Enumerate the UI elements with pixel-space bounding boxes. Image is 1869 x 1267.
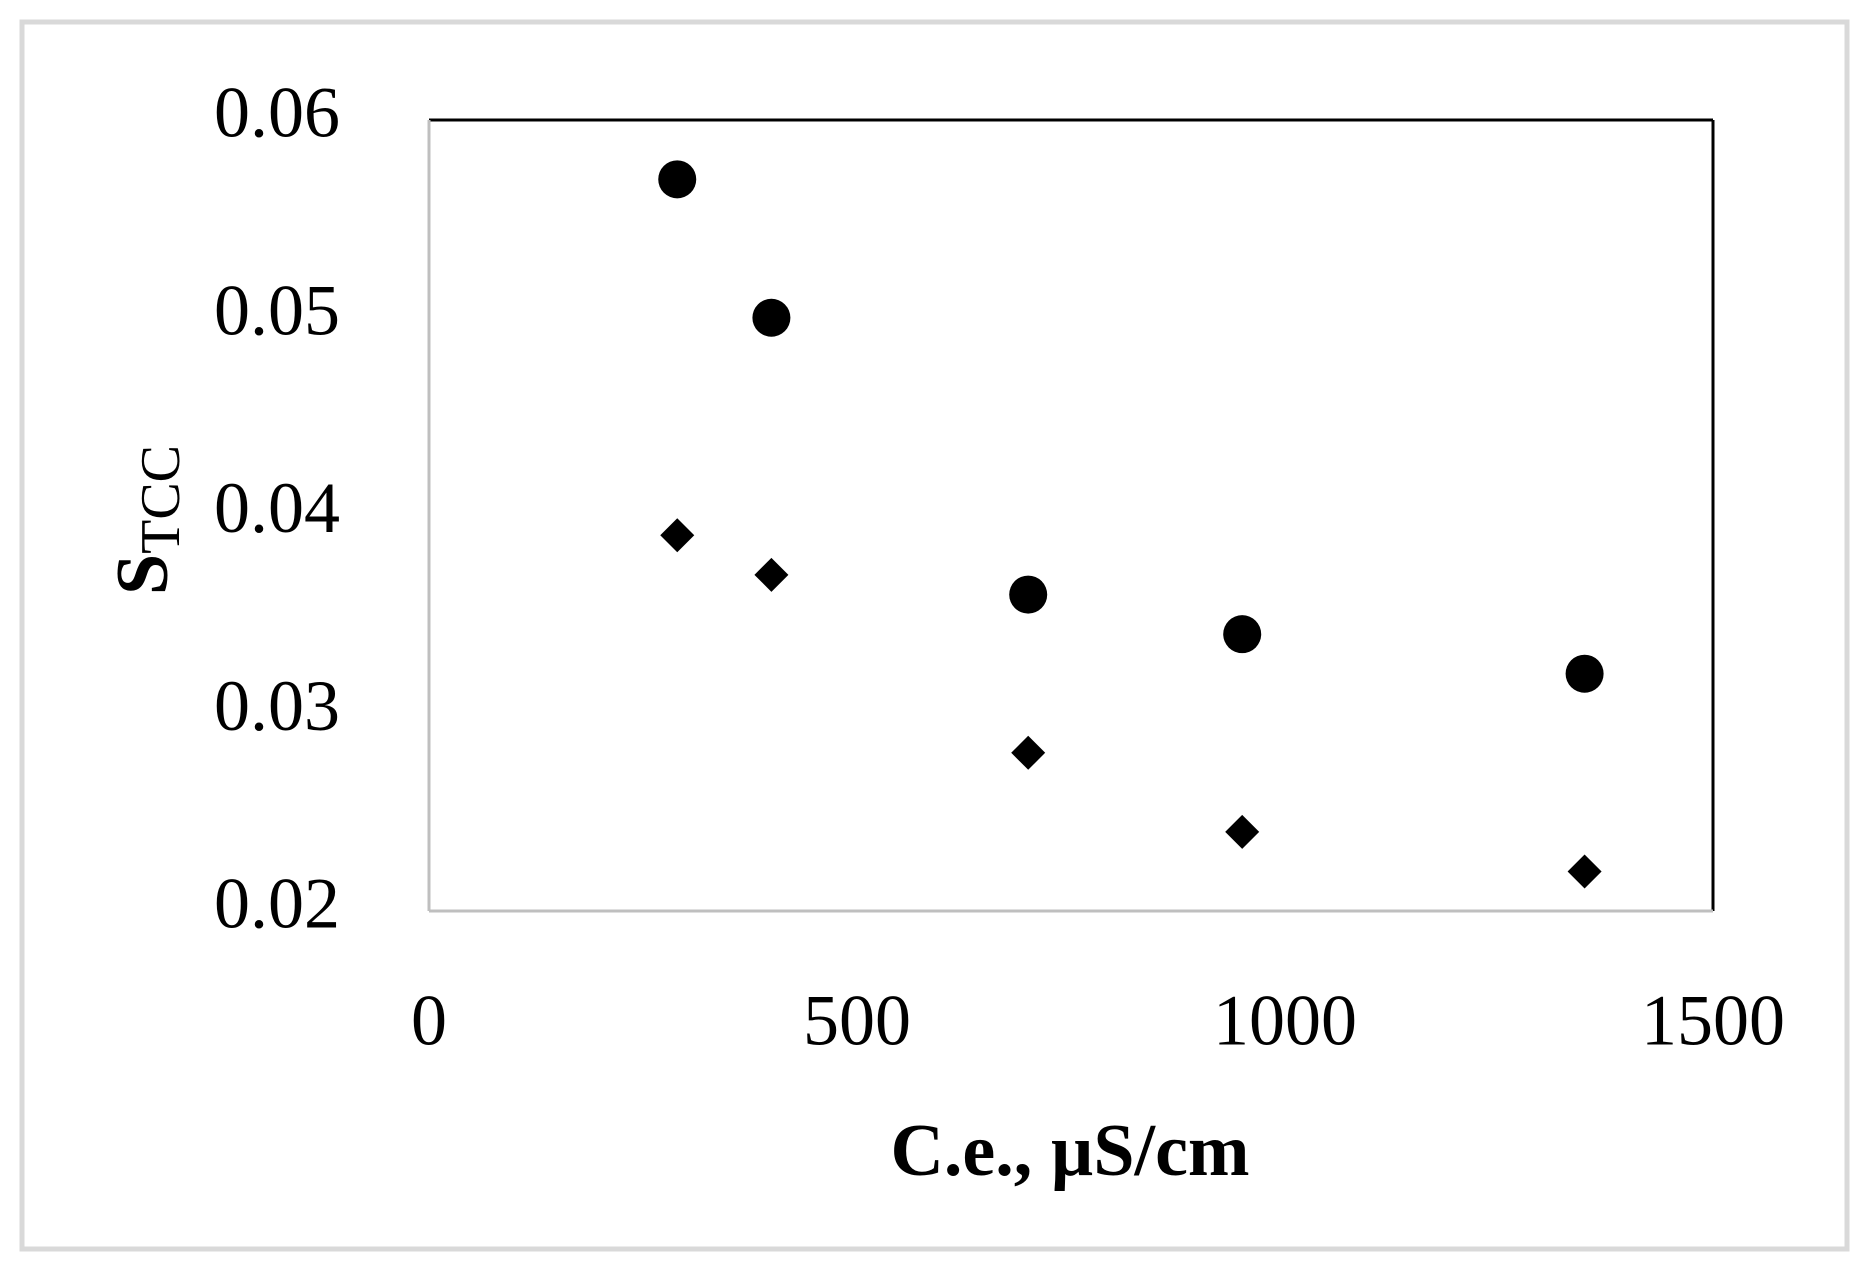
point — [754, 557, 789, 592]
x-tick-label: 1000 — [1213, 981, 1357, 1061]
x-axis-label: C.e., µS/cm — [890, 1110, 1249, 1192]
point — [1011, 735, 1046, 770]
y-tick-label: 0.05 — [214, 270, 340, 350]
y-tick-label: 0.03 — [214, 666, 340, 746]
point — [658, 160, 697, 199]
y-axis-label: STCC — [102, 445, 192, 595]
point — [1009, 575, 1048, 614]
y-axis-label-main: S — [102, 554, 184, 595]
point — [752, 298, 791, 337]
point — [1223, 615, 1262, 654]
y-axis-label-subscript: TCC — [130, 445, 192, 554]
y-tick-label: 0.02 — [214, 864, 340, 944]
x-tick-label: 500 — [803, 981, 911, 1061]
x-tick-label: 0 — [411, 981, 447, 1061]
point — [1565, 654, 1604, 693]
point — [1567, 854, 1602, 889]
chart-border — [19, 19, 1850, 1252]
point — [660, 518, 695, 553]
y-tick-label: 0.06 — [214, 73, 340, 153]
point — [1225, 814, 1260, 849]
x-tick-label: 1500 — [1641, 981, 1785, 1061]
y-tick-label: 0.04 — [214, 468, 340, 548]
